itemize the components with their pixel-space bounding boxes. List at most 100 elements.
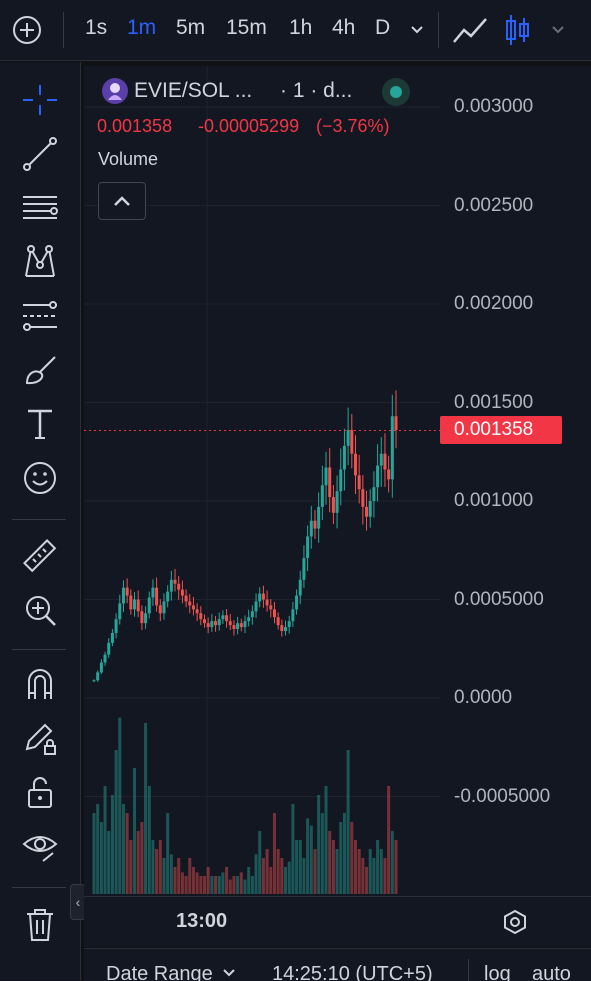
- candle-body: [110, 632, 114, 643]
- trend-line-tool[interactable]: [18, 132, 62, 176]
- volume-bar: [276, 849, 280, 894]
- status-dot-icon: [390, 86, 402, 98]
- token-logo-icon: [108, 83, 122, 100]
- collapse-legend-button[interactable]: [98, 182, 146, 220]
- timeframe-4h[interactable]: 4h: [332, 16, 356, 39]
- candle-body: [140, 611, 144, 624]
- chevron-left-icon: ‹: [75, 894, 81, 910]
- y-tick: 0.0000: [454, 687, 513, 708]
- price-change: -0.00005299: [198, 116, 300, 136]
- volume-bar: [236, 876, 240, 894]
- y-tick: 0.0005000: [454, 589, 544, 610]
- y-tick: 0.001000: [454, 490, 534, 511]
- add-symbol-button[interactable]: [12, 15, 42, 45]
- ruler-tool[interactable]: [18, 534, 62, 578]
- volume-bar: [133, 768, 137, 894]
- brush-icon: [25, 356, 56, 385]
- candle-body: [92, 680, 96, 682]
- auto-scale-toggle[interactable]: auto: [532, 963, 571, 981]
- volume-bar: [342, 813, 346, 894]
- chart-type-dropdown[interactable]: [550, 22, 566, 43]
- candle-body: [96, 672, 100, 681]
- pattern-tool[interactable]: [18, 240, 62, 284]
- candle-body: [147, 597, 151, 614]
- volume-bar: [379, 849, 383, 894]
- volume-bar: [383, 858, 387, 894]
- drawing-toolbar: [0, 62, 81, 980]
- timeframe-1h[interactable]: 1h: [289, 16, 313, 39]
- candle-body: [335, 491, 339, 513]
- crosshair-tool[interactable]: [18, 78, 62, 122]
- volume-bar: [121, 804, 125, 894]
- magnet-tool[interactable]: [18, 662, 62, 706]
- date-range-button[interactable]: Date Range: [106, 963, 236, 981]
- volume-bar: [125, 813, 129, 894]
- interval-label[interactable]: · 1 · d...: [280, 79, 353, 102]
- candle-body: [166, 591, 170, 602]
- candle-body: [125, 587, 129, 596]
- volume-bar: [372, 858, 376, 894]
- volume-bar: [350, 822, 354, 894]
- timeframe-1s[interactable]: 1s: [85, 16, 108, 39]
- candle-body: [353, 453, 357, 476]
- chart-settings-button[interactable]: [502, 909, 528, 940]
- candle-body: [121, 587, 125, 604]
- timeframe-d[interactable]: D: [375, 16, 391, 39]
- chart-pane[interactable]: EVIE/SOL ... · 1 · d... 0.001358 -0.0000…: [84, 66, 591, 896]
- candle-body: [162, 601, 166, 614]
- price-chart[interactable]: [84, 66, 591, 896]
- candle-body: [184, 595, 188, 602]
- volume-bar: [265, 849, 269, 894]
- candle-body: [346, 430, 350, 446]
- candle-body: [173, 579, 177, 584]
- volume-bar: [376, 840, 380, 894]
- candle-body: [291, 609, 295, 622]
- candle-body: [151, 587, 155, 598]
- zoom-in-tool[interactable]: [18, 588, 62, 632]
- visibility-tool[interactable]: [18, 824, 62, 868]
- volume-bar: [173, 867, 177, 894]
- line-chart-button[interactable]: [451, 14, 489, 51]
- candle-body: [342, 445, 346, 470]
- emoji-tool[interactable]: [18, 456, 62, 500]
- volume-bar: [339, 822, 343, 894]
- fib-tool[interactable]: [18, 294, 62, 338]
- last-price: 0.001358: [97, 116, 173, 136]
- candlestick-button[interactable]: [504, 12, 532, 53]
- clock-timezone[interactable]: 14:25:10 (UTC+5): [272, 963, 433, 981]
- market-status: [382, 78, 410, 106]
- text-tool[interactable]: [18, 402, 62, 446]
- toolbar-divider: [438, 12, 439, 48]
- timeframe-dropdown[interactable]: [408, 21, 426, 44]
- symbol-name[interactable]: EVIE/SOL ...: [134, 79, 253, 102]
- log-scale-toggle[interactable]: log: [484, 963, 511, 981]
- volume-bar: [368, 849, 372, 894]
- time-axis[interactable]: 13:00: [84, 896, 591, 947]
- magnet-icon: [28, 669, 52, 699]
- bottom-bar: Date Range 14:25:10 (UTC+5) log auto: [84, 948, 591, 981]
- text-icon: [28, 409, 52, 439]
- timeframe-1m[interactable]: 1m: [127, 16, 157, 39]
- volume-indicator-label[interactable]: Volume: [98, 149, 159, 169]
- candle-body: [169, 579, 173, 592]
- volume-bar: [284, 867, 288, 894]
- candle-body: [361, 489, 365, 507]
- candle-body: [236, 623, 240, 630]
- lock-drawing-tool[interactable]: [18, 716, 62, 760]
- volume-bar: [214, 876, 218, 894]
- horizontal-lines-tool[interactable]: [18, 186, 62, 230]
- volume-bar: [195, 872, 199, 894]
- candle-body: [155, 587, 159, 606]
- candle-body: [195, 609, 199, 614]
- volume-bar: [180, 872, 184, 894]
- unlock-tool[interactable]: [18, 770, 62, 814]
- candle-body: [272, 609, 276, 618]
- brush-tool[interactable]: [18, 348, 62, 392]
- zoom-in-icon: [26, 596, 56, 626]
- volume-bar: [166, 813, 170, 894]
- volume-bar: [287, 861, 291, 894]
- timeframe-5m[interactable]: 5m: [176, 16, 206, 39]
- volume-bar: [169, 854, 173, 894]
- delete-drawings-tool[interactable]: [18, 902, 62, 946]
- timeframe-15m[interactable]: 15m: [226, 16, 267, 39]
